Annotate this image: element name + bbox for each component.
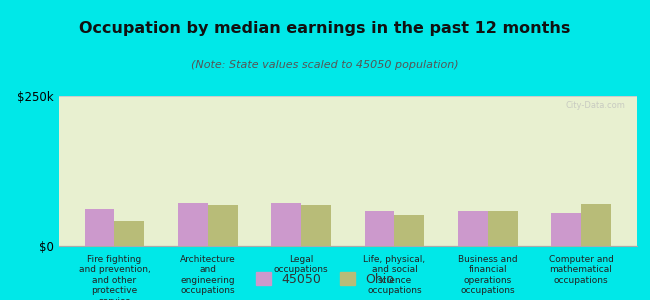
- Bar: [488, 211, 517, 246]
- Bar: [581, 204, 611, 246]
- Text: (Note: State values scaled to 45050 population): (Note: State values scaled to 45050 popu…: [191, 60, 459, 70]
- Bar: [551, 213, 581, 246]
- Bar: [178, 203, 208, 246]
- Bar: [365, 211, 395, 246]
- Bar: [301, 205, 331, 246]
- Bar: [271, 203, 301, 246]
- Text: Occupation by median earnings in the past 12 months: Occupation by median earnings in the pas…: [79, 21, 571, 36]
- Bar: [458, 211, 488, 246]
- Bar: [208, 205, 238, 246]
- Bar: [84, 209, 114, 246]
- Bar: [114, 221, 144, 246]
- Text: City-Data.com: City-Data.com: [566, 100, 625, 109]
- Bar: [395, 215, 424, 246]
- Legend: 45050, Ohio: 45050, Ohio: [252, 267, 398, 291]
